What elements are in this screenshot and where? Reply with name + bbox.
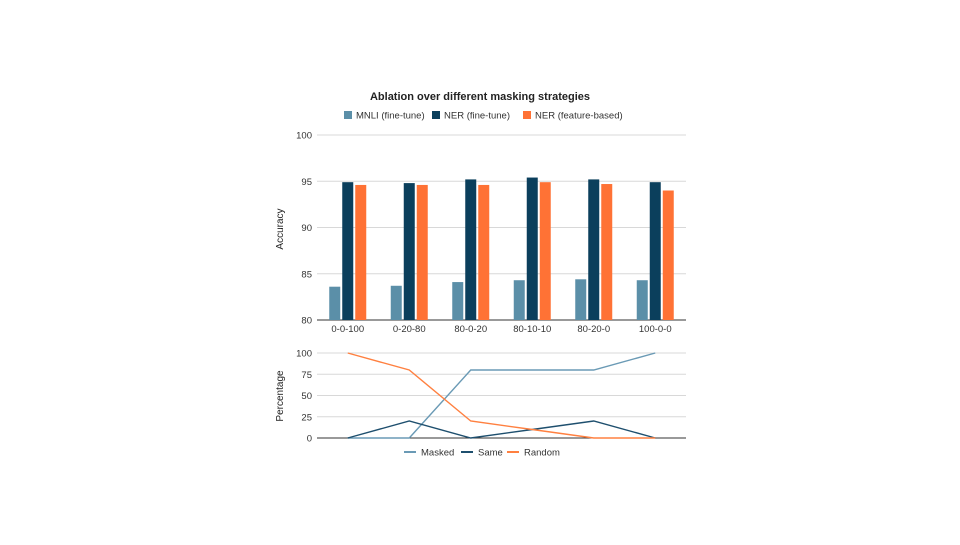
line-series-same [347,420,656,439]
bar-ner-fine-tune [465,179,477,320]
bar-y-tick-label: 80 [301,316,312,327]
line-legend-label: Same [478,448,503,459]
bar-ner-feature-based [662,190,674,320]
bar-gridlines [317,134,686,321]
bar-marks [329,177,674,320]
bar-legend: MNLI (fine-tune) NER (fine-tune) NER (feat… [344,111,623,122]
bar-ner-fine-tune [526,177,538,320]
line-y-tick-label: 100 [296,349,312,360]
line-marks [347,352,656,439]
bar-mnli-fine-tune [575,279,587,320]
bar-ner-fine-tune [588,179,600,320]
bar-ner-fine-tune [649,182,661,320]
bar-x-tick-label: 80-20-0 [577,324,610,335]
bar-x-tick-label: 0-0-100 [331,324,364,335]
bar-legend-label: NER (feature-based) [535,111,623,122]
bar-ner-fine-tune [342,182,354,320]
line-legend-label: Masked [421,448,454,459]
line-series-random [347,352,656,439]
bar-y-tick-label: 90 [301,223,312,234]
bar-x-tick-labels: 0-0-100 0-20-80 80-0-20 80-10-10 80-20-0 100-… [331,324,671,335]
line-series-masked [347,352,656,439]
bar-y-tick-label: 95 [301,177,312,188]
bar-legend-label: NER (fine-tune) [444,111,510,122]
bar-legend-swatch [523,111,531,119]
line-y-tick-label: 75 [301,370,312,381]
line-y-tick-label: 0 [307,434,312,445]
bar-ner-feature-based [355,184,367,320]
bar-x-tick-label: 0-20-80 [393,324,426,335]
bar-x-tick-label: 100-0-0 [639,324,672,335]
bar-legend-swatch [344,111,352,119]
bar-x-tick-label: 80-10-10 [513,324,551,335]
line-y-tick-labels: 0 25 50 75 100 [296,349,312,445]
bar-ner-feature-based [478,184,490,320]
bar-x-tick-label: 80-0-20 [454,324,487,335]
bar-mnli-fine-tune [452,282,464,320]
bar-ner-feature-based [539,182,551,320]
bar-y-tick-labels: 80 85 90 95 100 [296,131,312,327]
line-y-tick-label: 50 [301,391,312,402]
chart-title: Ablation over different masking strategi… [370,91,590,103]
bar-mnli-fine-tune [329,286,341,320]
bar-mnli-fine-tune [513,280,525,320]
bar-mnli-fine-tune [636,280,648,320]
bar-y-axis-label: Accuracy [275,208,286,249]
bar-ner-fine-tune [403,183,415,320]
bar-ner-feature-based [601,184,613,320]
line-y-axis-label: Percentage [275,370,286,422]
line-legend-label: Random [524,448,560,459]
line-legend: Masked Same Random [404,448,560,459]
bar-legend-label: MNLI (fine-tune) [356,111,425,122]
bar-ner-feature-based [416,184,428,320]
bar-legend-swatch [432,111,440,119]
bar-mnli-fine-tune [390,285,402,320]
line-y-tick-label: 25 [301,412,312,423]
bar-y-tick-label: 100 [296,131,312,142]
bar-y-tick-label: 85 [301,269,312,280]
